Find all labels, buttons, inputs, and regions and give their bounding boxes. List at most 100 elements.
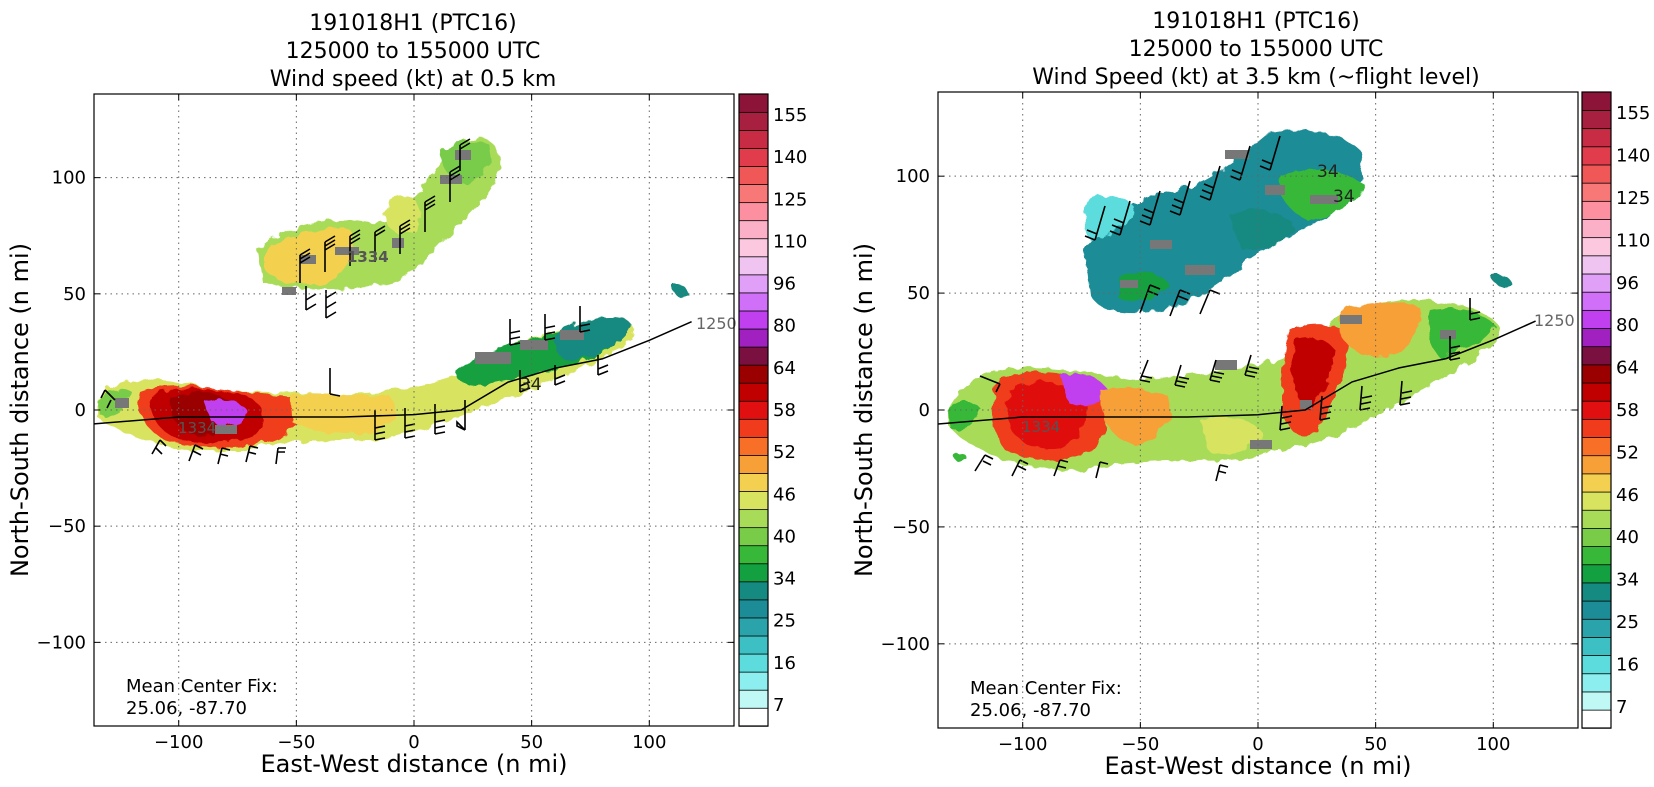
annotation-line-1: Mean Center Fix: xyxy=(970,678,1122,699)
colorbar-tick-label: 46 xyxy=(1616,485,1639,506)
y-axis-label: North-South distance (n mi) xyxy=(6,243,34,577)
colorbar-segment xyxy=(1581,345,1612,366)
colorbar-segment xyxy=(738,508,769,529)
colorbar-segment xyxy=(1581,91,1612,111)
colorbar: 7 16 25 34 40 46 52 58 64 80 96 110 125 140 155 xyxy=(738,93,807,727)
panel-right: 191018H1 (PTC16) 125000 to 155000 UTC Wi… xyxy=(850,9,1650,780)
plot-area: 1250 1334 34 34 Mean Center Fix: 25.06, … xyxy=(937,91,1579,729)
colorbar-segment xyxy=(1581,400,1612,420)
colorbar-segment xyxy=(1581,564,1612,584)
colorbar-segment xyxy=(738,201,769,222)
colorbar-tick-label: 140 xyxy=(773,147,807,168)
track-label-north: 1334 xyxy=(347,248,389,266)
contour-label: 34 xyxy=(1317,162,1339,182)
colorbar-segment xyxy=(738,472,769,492)
x-tick-label: 100 xyxy=(632,732,666,753)
colorbar-segment xyxy=(738,256,769,276)
x-tick-label: 0 xyxy=(408,732,419,753)
colorbar-tick-label: 64 xyxy=(1616,358,1639,379)
colorbar-segment xyxy=(738,346,769,366)
colorbar-segment xyxy=(1581,127,1612,148)
colorbar-segment xyxy=(1581,654,1612,675)
y-tick-label: 100 xyxy=(896,166,930,187)
track-label-east: 1250 xyxy=(696,314,737,333)
colorbar-tick-label: 25 xyxy=(1616,612,1639,633)
colorbar-tick-label: 80 xyxy=(773,316,796,337)
colorbar-segment xyxy=(738,328,769,348)
x-tick-label: −100 xyxy=(154,732,203,753)
colorbar-segment xyxy=(738,581,769,601)
colorbar-segment xyxy=(1581,309,1612,329)
plot-area: 1250 1334 1334 34 Mean Center Fix: 25.06… xyxy=(93,93,737,727)
annotation-line-1: Mean Center Fix: xyxy=(126,676,278,697)
colorbar-segment xyxy=(1581,582,1612,602)
colorbar-segment xyxy=(738,219,769,240)
x-tick-label: −100 xyxy=(998,734,1047,755)
colorbar-segment xyxy=(1581,291,1612,311)
colorbar-tick-label: 16 xyxy=(1616,654,1639,675)
contour-label: 34 xyxy=(1333,187,1355,207)
x-tick-label: −50 xyxy=(1121,734,1159,755)
colorbar-segment xyxy=(1581,709,1612,729)
colorbar-tick-label: 96 xyxy=(773,274,796,295)
colorbar-segment xyxy=(738,653,769,673)
colorbar-segment xyxy=(1581,491,1612,511)
panel-left: 191018H1 (PTC16) 125000 to 155000 UTC Wi… xyxy=(6,11,807,778)
y-tick-label: 0 xyxy=(919,400,930,421)
x-tick-label: 50 xyxy=(520,732,543,753)
x-axis-ticks: −100 −50 0 50 100 xyxy=(154,94,666,753)
colorbar-segment xyxy=(738,382,769,402)
colorbar-segment xyxy=(1581,636,1612,657)
colorbar-tick-label: 16 xyxy=(773,653,796,674)
title-line-2: 125000 to 155000 UTC xyxy=(1129,37,1384,62)
colorbar-segment xyxy=(738,418,769,438)
y-tick-label: 100 xyxy=(52,168,86,189)
colorbar: 7 16 25 34 40 46 52 58 64 80 96 110 125 140 155 xyxy=(1581,91,1650,729)
colorbar-segment xyxy=(1581,418,1612,438)
colorbar-tick-label: 34 xyxy=(773,569,796,590)
colorbar-segment xyxy=(1581,109,1612,130)
colorbar-tick-label: 52 xyxy=(773,442,796,463)
colorbar-segment xyxy=(738,111,769,131)
colorbar-segment xyxy=(738,292,769,312)
colorbar-segment xyxy=(1581,436,1612,457)
observation-marks xyxy=(1120,150,1456,449)
colorbar-tick-label: 40 xyxy=(773,526,796,547)
colorbar-tick-label: 58 xyxy=(773,400,796,421)
colorbar-segment xyxy=(1581,236,1612,257)
colorbar-tick-label: 25 xyxy=(773,611,796,632)
colorbar-segment xyxy=(738,635,769,655)
colorbar-tick-label: 7 xyxy=(773,695,784,716)
colorbar-border xyxy=(1581,91,1612,729)
title-line-3: Wind speed (kt) at 0.5 km xyxy=(270,67,557,92)
annotation-line-2: 25.06, -87.70 xyxy=(126,698,247,719)
colorbar-segment xyxy=(738,454,769,474)
colorbar-tick-label: 125 xyxy=(1616,188,1650,209)
annotation-line-2: 25.06, -87.70 xyxy=(970,700,1091,721)
colorbar-segment xyxy=(738,526,769,547)
colorbar-segment xyxy=(1581,146,1612,166)
colorbar-tick-label: 140 xyxy=(1616,146,1650,167)
colorbar-segment xyxy=(738,147,769,167)
colorbar-segment xyxy=(738,183,769,204)
colorbar-tick-label: 40 xyxy=(1616,527,1639,548)
colorbar-segment xyxy=(1581,545,1612,566)
colorbar-segment xyxy=(1581,673,1612,693)
y-tick-label: −100 xyxy=(37,632,86,653)
wind-barbs xyxy=(974,135,1481,482)
wind-field-north-band xyxy=(1084,130,1512,313)
title-line-2: 125000 to 155000 UTC xyxy=(286,39,541,64)
colorbar-tick-label: 110 xyxy=(773,232,807,253)
colorbar-tick-label: 80 xyxy=(1616,315,1639,336)
colorbar-segment xyxy=(738,490,769,511)
colorbar-segment xyxy=(738,707,769,727)
observation-marks xyxy=(115,150,584,434)
y-tick-label: 0 xyxy=(75,400,86,421)
colorbar-segment xyxy=(738,274,769,294)
colorbar-segment xyxy=(738,689,769,709)
colorbar-segment xyxy=(1581,327,1612,348)
track-label-east: 1250 xyxy=(1534,311,1575,330)
colorbar-segment xyxy=(1581,509,1612,529)
colorbar-tick-label: 125 xyxy=(773,189,807,210)
